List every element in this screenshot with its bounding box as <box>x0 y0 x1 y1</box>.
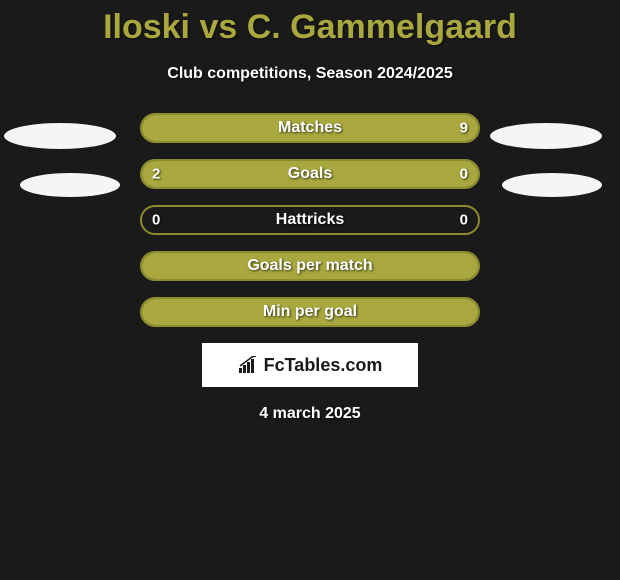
chart-icon <box>238 356 260 374</box>
stat-value-left: 2 <box>152 166 160 183</box>
stat-row-goals-per-match: Goals per match <box>140 251 480 281</box>
source-logo-box: FcTables.com <box>202 343 418 387</box>
content-area: Matches 9 2 Goals 0 0 Hattricks 0 Goals … <box>0 113 620 423</box>
stat-label: Min per goal <box>263 303 357 321</box>
stat-label: Hattricks <box>276 211 344 229</box>
logo-label: FcTables.com <box>264 355 383 376</box>
stats-bars-container: Matches 9 2 Goals 0 0 Hattricks 0 Goals … <box>140 113 480 327</box>
player-left-avatar-placeholder <box>4 123 116 149</box>
player-left-badge-placeholder <box>20 173 120 197</box>
stat-row-hattricks: 0 Hattricks 0 <box>140 205 480 235</box>
subtitle: Club competitions, Season 2024/2025 <box>0 65 620 83</box>
stat-row-min-per-goal: Min per goal <box>140 297 480 327</box>
stat-row-goals: 2 Goals 0 <box>140 159 480 189</box>
stat-label: Goals per match <box>247 257 372 275</box>
player-right-badge-placeholder <box>502 173 602 197</box>
stat-row-matches: Matches 9 <box>140 113 480 143</box>
player-right-avatar-placeholder <box>490 123 602 149</box>
stat-value-right: 9 <box>460 120 468 137</box>
stat-bar-left <box>142 161 397 187</box>
stat-value-left: 0 <box>152 212 160 229</box>
date-text: 4 march 2025 <box>0 405 620 423</box>
stat-label: Goals <box>288 165 332 183</box>
stat-label: Matches <box>278 119 342 137</box>
stat-value-right: 0 <box>460 212 468 229</box>
comparison-title: Iloski vs C. Gammelgaard <box>0 0 620 47</box>
stat-value-right: 0 <box>460 166 468 183</box>
source-logo-text: FcTables.com <box>238 355 383 376</box>
